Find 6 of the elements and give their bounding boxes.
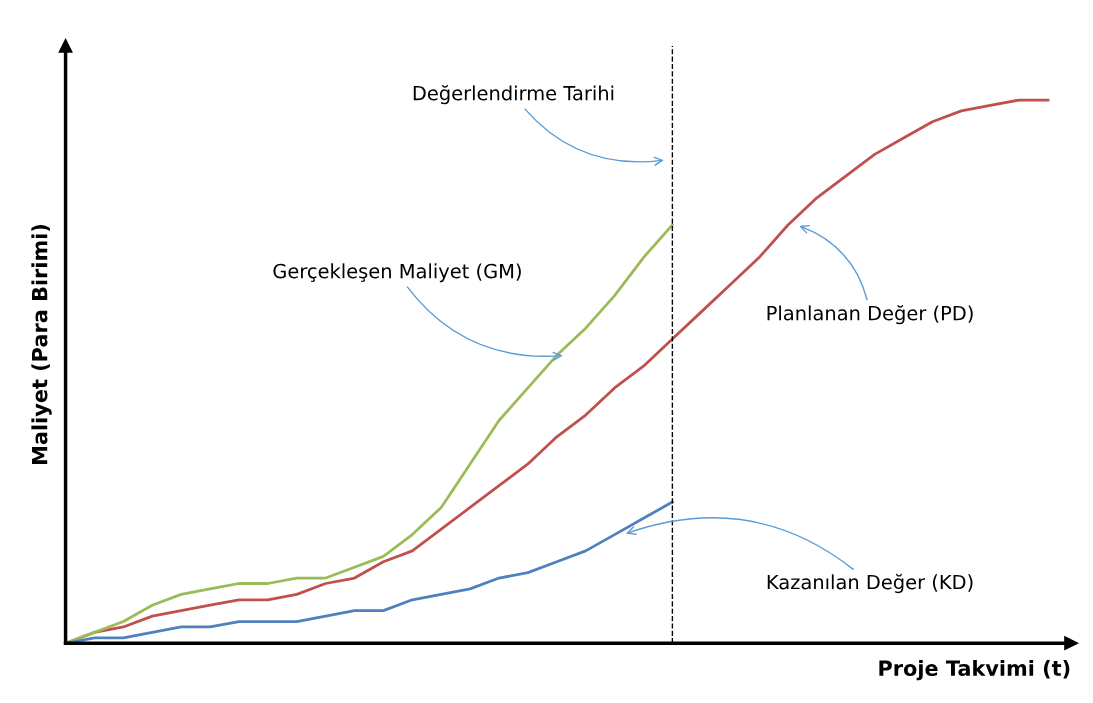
annotation: Değerlendirme Tarihi — [413, 84, 614, 105]
text: Planlanan Değer (PD) — [767, 304, 973, 325]
text: Kazanılan Değer (KD) — [767, 573, 973, 594]
y-axis-title: Maliyet (Para Birimi) — [31, 224, 52, 464]
text: Gerçekleşen Maliyet (GM) — [273, 263, 521, 283]
x-axis-title: Proje Takvimi (t) — [879, 659, 1070, 681]
